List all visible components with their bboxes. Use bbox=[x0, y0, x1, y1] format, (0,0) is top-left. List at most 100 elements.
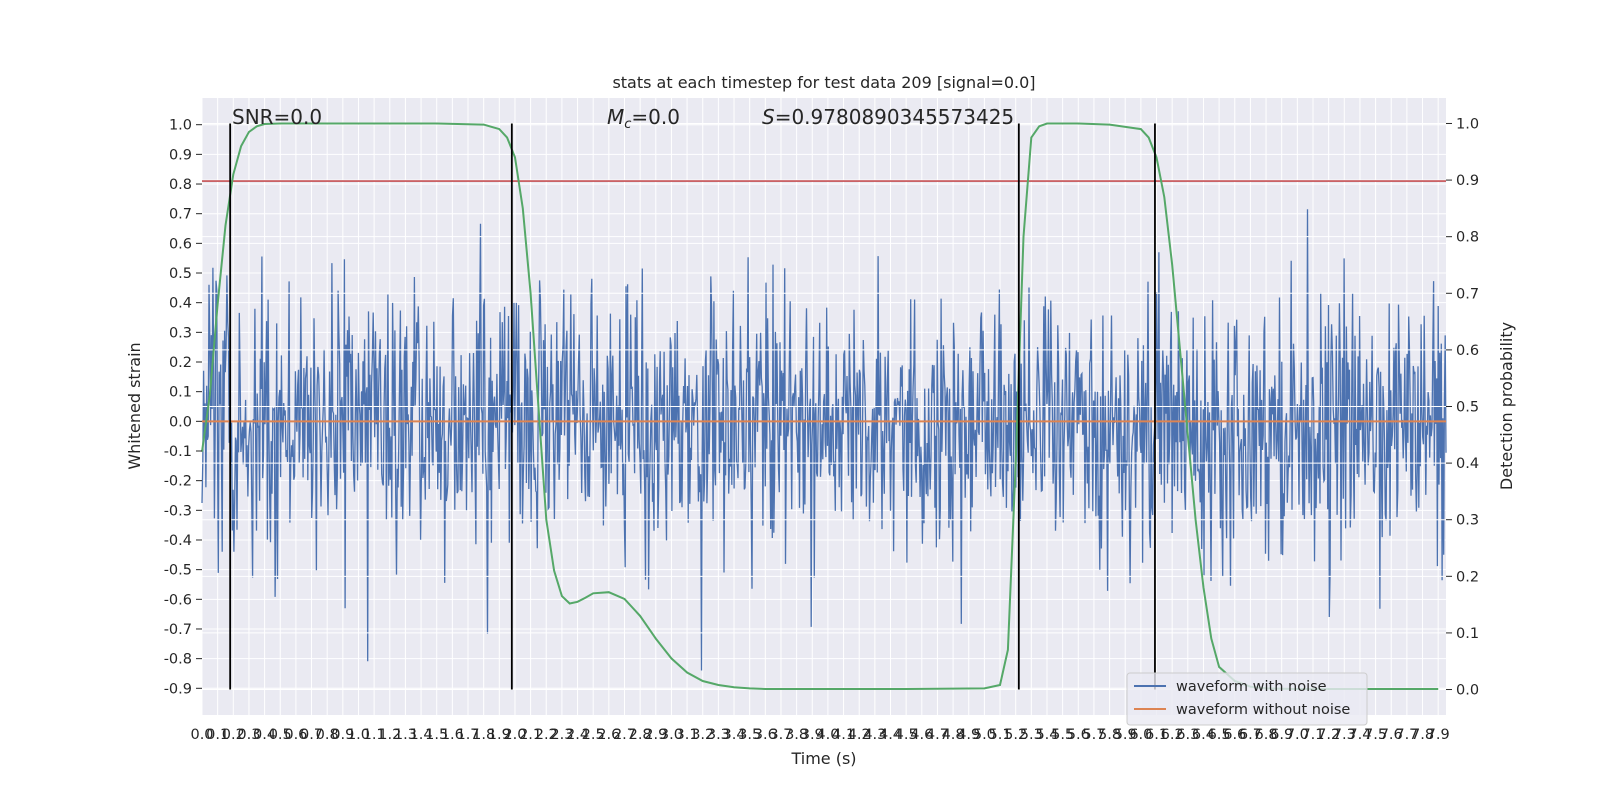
x-tick-label: 0.3 bbox=[237, 727, 260, 743]
mc-subscript: c bbox=[624, 117, 631, 132]
x-tick-label: 6.2 bbox=[1161, 727, 1184, 743]
x-tick-label: 3.8 bbox=[785, 727, 808, 743]
y-tick-label: 0.1 bbox=[169, 385, 192, 401]
x-tick-label: 5.3 bbox=[1020, 727, 1043, 743]
x-tick-label: 7.7 bbox=[1395, 727, 1418, 743]
x-tick-label: 2.7 bbox=[613, 727, 636, 743]
x-tick-label: 5.5 bbox=[1051, 727, 1074, 743]
x-tick-label: 2.5 bbox=[582, 727, 605, 743]
x-tick-label: 6.4 bbox=[1192, 727, 1215, 743]
s-symbol: S bbox=[762, 105, 775, 129]
mc-symbol: M bbox=[607, 105, 624, 129]
x-tick-label: 1.9 bbox=[488, 727, 511, 743]
x-tick-label: 3.6 bbox=[754, 727, 777, 743]
x-tick-label: 0.6 bbox=[284, 727, 307, 743]
x-tick-label: 6.8 bbox=[1255, 727, 1278, 743]
x-axis-label: Time (s) bbox=[790, 749, 856, 768]
x-tick-label: 5.7 bbox=[1082, 727, 1105, 743]
x-tick-label: 0.0 bbox=[190, 727, 213, 743]
x-tick-label: 7.1 bbox=[1301, 727, 1324, 743]
legend: waveform with noise waveform without noi… bbox=[1126, 672, 1368, 726]
y-tick-label: -0.9 bbox=[164, 681, 192, 697]
y-tick-label: 0.7 bbox=[169, 207, 192, 223]
x-tick-label: 6.3 bbox=[1176, 727, 1199, 743]
x-tick-label: 7.9 bbox=[1427, 727, 1450, 743]
legend-label-noise: waveform with noise bbox=[1176, 679, 1327, 695]
x-tick-label: 1.1 bbox=[363, 727, 386, 743]
x-tick-label: 4.2 bbox=[848, 727, 871, 743]
y-tick-label: -0.5 bbox=[164, 563, 192, 579]
x-tick-label: 3.1 bbox=[676, 727, 699, 743]
x-tick-label: 0.8 bbox=[316, 727, 339, 743]
y-tick-label-right: 0.3 bbox=[1456, 513, 1479, 529]
x-tick-label: 7.0 bbox=[1286, 727, 1309, 743]
x-tick-label: 0.2 bbox=[222, 727, 245, 743]
x-tick-label: 7.2 bbox=[1317, 727, 1340, 743]
y-tick-label: -0.3 bbox=[164, 503, 192, 519]
x-tick-label: 4.3 bbox=[863, 727, 886, 743]
x-tick-label: 7.4 bbox=[1348, 727, 1371, 743]
y-tick-label-right: 0.6 bbox=[1456, 343, 1479, 359]
x-tick-label: 2.4 bbox=[566, 727, 589, 743]
x-tick-label: 1.6 bbox=[441, 727, 464, 743]
grid-horizontal-right bbox=[202, 122, 1446, 691]
y-tick-label: 0.0 bbox=[169, 414, 192, 430]
x-tick-label: 5.2 bbox=[1004, 727, 1027, 743]
y-tick-label-right: 1.0 bbox=[1456, 116, 1479, 132]
y-tick-label-right: 0.2 bbox=[1456, 569, 1479, 585]
x-tick-label: 6.7 bbox=[1239, 727, 1262, 743]
x-tick-label: 2.0 bbox=[503, 727, 526, 743]
x-tick-label: 4.8 bbox=[942, 727, 965, 743]
noise-waveform-line bbox=[201, 209, 1447, 671]
x-tick-label: 3.7 bbox=[769, 727, 792, 743]
y-tick-label: 0.9 bbox=[169, 147, 192, 163]
x-tick-label: 3.4 bbox=[722, 727, 745, 743]
x-tick-label: 3.3 bbox=[707, 727, 730, 743]
detection-probability-line bbox=[201, 122, 1439, 690]
y-tick-label: 0.6 bbox=[169, 236, 192, 252]
x-tick-label: 2.3 bbox=[550, 727, 573, 743]
x-tick-label: 1.7 bbox=[456, 727, 479, 743]
x-tick-label: 3.9 bbox=[801, 727, 824, 743]
y-tick-label-right: 0.4 bbox=[1456, 456, 1479, 472]
legend-box bbox=[1126, 672, 1368, 726]
y-axis-label-left: Whitened strain bbox=[125, 342, 144, 469]
vertical-marker-layer bbox=[229, 123, 1156, 690]
x-tick-label: 7.8 bbox=[1411, 727, 1434, 743]
y-tick-label-right: 0.9 bbox=[1456, 173, 1479, 189]
x-tick-labels: 0.00.10.20.30.40.50.60.70.80.91.01.11.21… bbox=[190, 727, 1449, 743]
y-tick-label: 0.8 bbox=[169, 177, 192, 193]
x-tick-label: 6.5 bbox=[1208, 727, 1231, 743]
y-tick-label: 0.5 bbox=[169, 266, 192, 282]
chart-title: stats at each timestep for test data 209… bbox=[612, 73, 1035, 92]
y-tick-label: -0.1 bbox=[164, 444, 192, 460]
x-tick-label: 3.0 bbox=[660, 727, 683, 743]
x-tick-label: 2.2 bbox=[535, 727, 558, 743]
y-tick-label-right: 0.5 bbox=[1456, 400, 1479, 416]
x-tick-label: 6.9 bbox=[1270, 727, 1293, 743]
y-tick-label: -0.8 bbox=[164, 652, 192, 668]
score-annotation: S=0.9780890345573425 bbox=[762, 105, 1014, 129]
x-tick-label: 3.2 bbox=[691, 727, 714, 743]
x-tick-label: 1.5 bbox=[425, 727, 448, 743]
x-tick-label: 6.6 bbox=[1223, 727, 1246, 743]
y-tick-label-right: 0.8 bbox=[1456, 230, 1479, 246]
x-tick-label: 1.2 bbox=[378, 727, 401, 743]
x-tick-label: 4.0 bbox=[816, 727, 839, 743]
y-tick-label: 0.3 bbox=[169, 325, 192, 341]
x-tick-label: 7.6 bbox=[1380, 727, 1403, 743]
mc-value: =0.0 bbox=[631, 105, 680, 129]
x-tick-label: 0.4 bbox=[253, 727, 276, 743]
y-tick-label: -0.7 bbox=[164, 622, 192, 638]
y-tick-labels-right: 1.0 0.9 0.8 0.7 0.6 0.5 0.4 0.3 0.2 0.1 0.0 bbox=[1446, 116, 1479, 699]
y-tick-labels-left: 1.0 0.9 0.8 0.7 0.6 0.5 0.4 0.3 0.2 0.1 0.0 -0.1 -0.… bbox=[164, 118, 202, 697]
x-tick-label: 2.1 bbox=[519, 727, 542, 743]
x-tick-label: 6.1 bbox=[1145, 727, 1168, 743]
chirp-mass-annotation: Mc=0.0 bbox=[607, 105, 680, 132]
x-tick-label: 3.5 bbox=[738, 727, 761, 743]
y-tick-label: -0.2 bbox=[164, 474, 192, 490]
y-tick-label: 1.0 bbox=[169, 118, 192, 134]
x-tick-label: 5.6 bbox=[1067, 727, 1090, 743]
